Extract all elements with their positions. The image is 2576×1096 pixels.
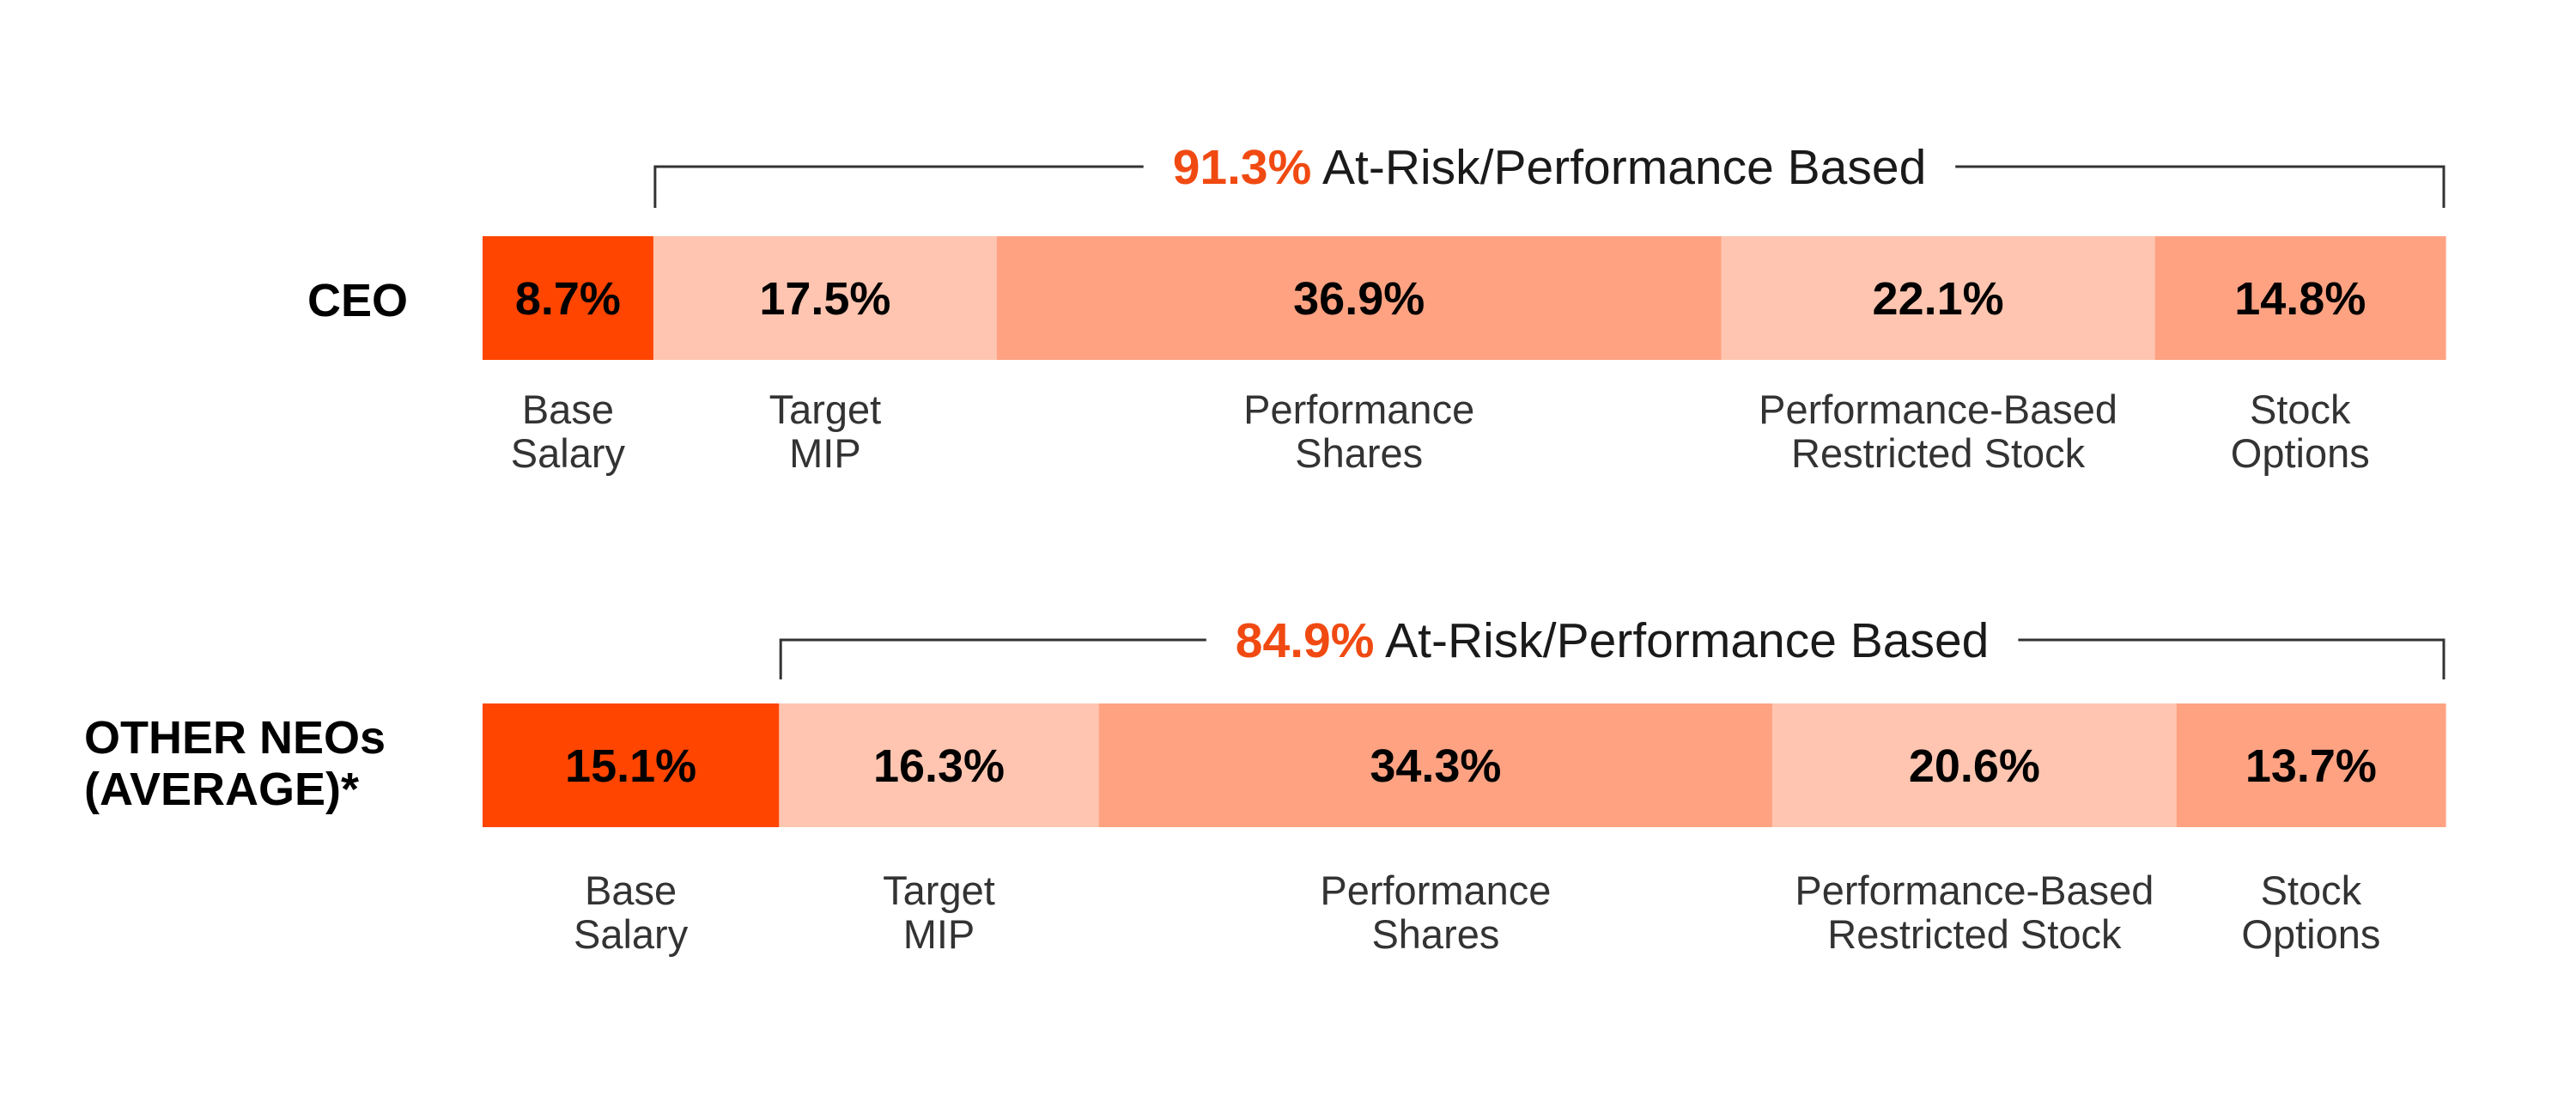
data-label: 36.9% bbox=[1293, 273, 1425, 325]
data-label: 17.5% bbox=[759, 273, 890, 325]
category-label: Salary bbox=[574, 911, 689, 957]
category-label: Stock bbox=[2250, 387, 2351, 432]
bracket-text: At-Risk/Performance Based bbox=[1374, 613, 1989, 668]
data-label: 14.8% bbox=[2234, 273, 2366, 325]
data-label: 8.7% bbox=[515, 273, 621, 325]
bracket-percent: 84.9% bbox=[1236, 613, 1375, 668]
bracket-line-right bbox=[2018, 638, 2445, 679]
data-label: 16.3% bbox=[873, 740, 1005, 792]
row-label: (AVERAGE)* bbox=[84, 764, 359, 815]
data-label: 13.7% bbox=[2245, 740, 2377, 792]
category-label: Stock bbox=[2261, 868, 2362, 913]
category-label: Options bbox=[2231, 430, 2370, 476]
at-risk-bracket: 84.9% At-Risk/Performance Based bbox=[779, 613, 2445, 679]
bracket-percent: 91.3% bbox=[1173, 140, 1312, 195]
bracket-line-left bbox=[779, 638, 1206, 679]
row-label: OTHER NEOs bbox=[84, 712, 386, 764]
category-label: Base bbox=[585, 868, 677, 913]
bar-segment bbox=[2154, 236, 2446, 360]
category-label: Options bbox=[2241, 911, 2380, 957]
category-label: MIP bbox=[903, 911, 975, 957]
category-label: Base bbox=[522, 387, 614, 432]
at-risk-bracket: 91.3% At-Risk/Performance Based bbox=[653, 140, 2445, 208]
bar-segment bbox=[1771, 703, 2178, 827]
bar-segment bbox=[779, 703, 1100, 827]
data-label: 34.3% bbox=[1370, 740, 1501, 792]
bar-segment bbox=[483, 703, 780, 827]
bar-segment bbox=[2176, 703, 2446, 827]
category-label: Performance bbox=[1243, 387, 1474, 432]
category-label: Shares bbox=[1295, 430, 1423, 476]
category-label: Salary bbox=[511, 430, 626, 476]
category-label: Target bbox=[883, 868, 995, 913]
bar-segment bbox=[1721, 236, 2156, 360]
category-label: Restricted Stock bbox=[1791, 430, 2086, 476]
data-label: 15.1% bbox=[565, 740, 696, 792]
row-label: CEO bbox=[307, 275, 408, 326]
category-label: Performance bbox=[1320, 868, 1551, 913]
category-label: Restricted Stock bbox=[1827, 911, 2122, 957]
category-label: Shares bbox=[1371, 911, 1499, 957]
category-label: MIP bbox=[789, 430, 861, 476]
bracket-line-right bbox=[1955, 165, 2445, 208]
bracket-label: 84.9% At-Risk/Performance Based bbox=[1236, 613, 1990, 668]
bracket-label: 91.3% At-Risk/Performance Based bbox=[1173, 140, 1927, 195]
data-label: 22.1% bbox=[1873, 273, 2004, 325]
bracket-text: At-Risk/Performance Based bbox=[1311, 140, 1926, 195]
bar-segment bbox=[653, 236, 998, 360]
data-label: 20.6% bbox=[1909, 740, 2040, 792]
bar-segment bbox=[996, 236, 1722, 360]
category-label: Performance-Based bbox=[1759, 387, 2117, 432]
bracket-line-left bbox=[653, 165, 1144, 208]
bar-segment bbox=[483, 236, 654, 360]
category-label: Target bbox=[769, 387, 882, 432]
bar-segment bbox=[1098, 703, 1773, 827]
category-label: Performance-Based bbox=[1795, 868, 2154, 913]
